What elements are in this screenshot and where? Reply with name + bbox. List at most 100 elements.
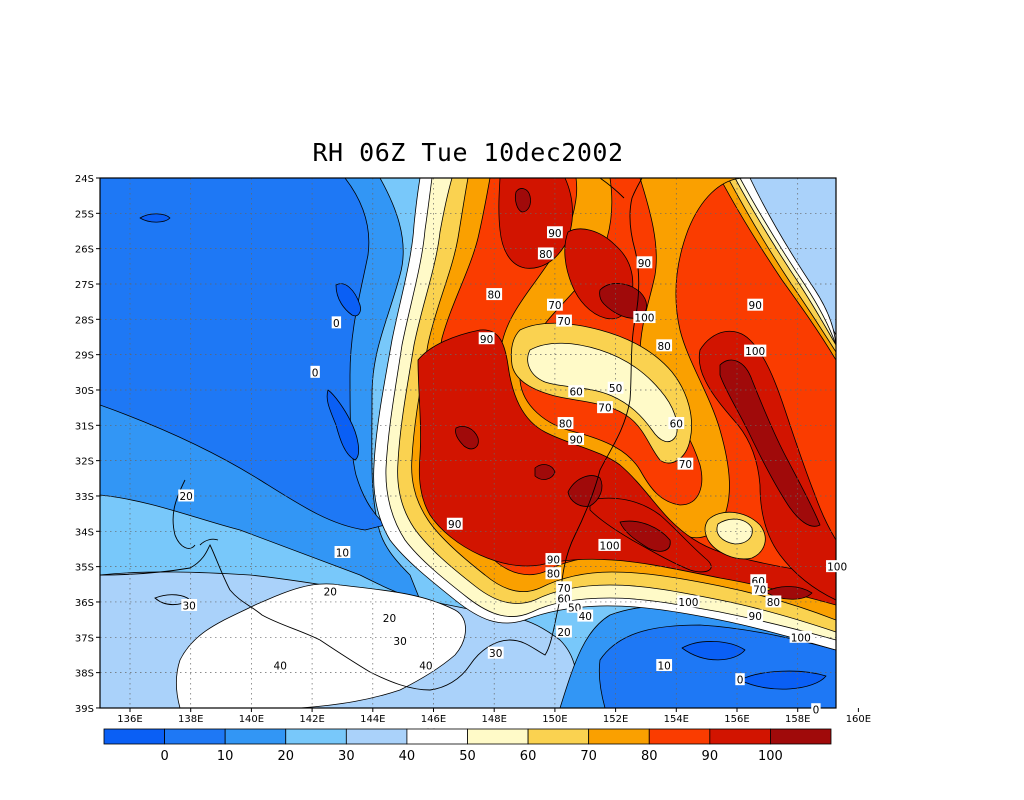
contour-label: 0	[811, 703, 821, 717]
contour-label-bg	[598, 538, 621, 551]
contour-label-bg	[310, 365, 320, 378]
contour-label: 30	[392, 634, 409, 648]
contour-label: 50	[607, 381, 624, 395]
lat-tick-label: 32S	[75, 457, 94, 468]
contour-label-bg	[331, 316, 342, 329]
contour-label-bg	[568, 432, 585, 445]
colorbar-swatch	[406, 728, 468, 745]
contour-label-text: 70	[679, 459, 692, 471]
contour-label: 60	[668, 417, 685, 431]
contour-label: 70	[597, 401, 613, 415]
contour-label-bg	[272, 659, 289, 672]
band-below-0-southeast	[739, 670, 827, 690]
colorbar-swatch	[224, 728, 287, 745]
lon-tick-label: 150E	[542, 714, 567, 725]
colorbar-label: 20	[277, 749, 294, 764]
lon-tick-label: 148E	[481, 714, 506, 725]
longitude-axis: 136E 138E 140E 142E 144E 146E 148E 150E 152E 154E…	[117, 708, 871, 725]
contour-label-bg	[418, 659, 434, 672]
contour-label-text: 90	[749, 300, 762, 312]
contour-label-text: 20	[557, 627, 570, 639]
contour-label-text: 70	[753, 585, 766, 597]
lon-tick-label: 136E	[117, 714, 142, 725]
lat-tick-label: 28S	[75, 315, 94, 326]
contour-label: 40	[418, 659, 434, 673]
contour-label-bg	[181, 598, 198, 611]
contour-label-bg	[178, 489, 195, 502]
contour-label-bg	[677, 457, 694, 470]
lat-tick-label: 30S	[75, 386, 94, 397]
colorbar-swatch	[527, 728, 590, 745]
contour-label-text: 50	[609, 383, 622, 395]
contour-label-text: 20	[383, 613, 396, 625]
contour-label: 10	[334, 545, 351, 559]
contour-label-bg	[486, 288, 503, 301]
contour-label-bg	[677, 595, 700, 608]
contour-label-text: 0	[813, 705, 820, 717]
contour-label: 70	[677, 457, 694, 471]
colorbar-swatch	[709, 728, 771, 745]
band-above-100	[455, 426, 479, 450]
contour-label-bg	[568, 385, 585, 398]
contour-label: 100	[633, 311, 656, 325]
contour-label-text: 90	[547, 555, 560, 567]
lat-tick-label: 38S	[75, 669, 94, 680]
colorbar-swatch	[164, 728, 226, 745]
contour-label: 20	[178, 489, 195, 503]
colorbar-label: 50	[459, 749, 476, 764]
lon-tick-label: 158E	[785, 714, 810, 725]
contour-label-text: 60	[670, 419, 683, 431]
contour-label: 30	[487, 646, 504, 660]
lat-tick-label: 33S	[75, 492, 94, 503]
contour-label: 100	[677, 595, 700, 609]
contour-label-text: 90	[749, 611, 762, 623]
contour-label-text: 90	[569, 434, 582, 446]
contour-label: 90	[478, 332, 495, 346]
colorbar-label: 40	[399, 749, 416, 764]
colorbar-swatch	[588, 728, 650, 745]
band-above-100	[567, 475, 603, 507]
contour-label: 80	[537, 247, 554, 261]
contour-label-bg	[747, 609, 764, 622]
colorbar-swatch	[648, 728, 711, 745]
graticule	[100, 178, 836, 708]
contour-label-text: 80	[547, 569, 560, 581]
contour-label-bg	[392, 634, 409, 647]
contour-label: 70	[556, 314, 572, 328]
contour-label-text: 20	[179, 491, 192, 503]
contour-label-text: 80	[539, 249, 552, 261]
colorbar-label: 60	[520, 749, 537, 764]
contour-label-bg	[747, 298, 764, 311]
contour-label-text: 100	[678, 597, 698, 609]
lat-tick-label: 34S	[75, 527, 94, 538]
contour-label: 10	[656, 659, 673, 673]
contour-label-text: 70	[598, 403, 611, 415]
contour-label: 80	[656, 339, 673, 353]
contour-label: 70	[751, 583, 768, 597]
contour-label-text: 90	[480, 334, 493, 346]
contour-label: 90	[747, 298, 764, 312]
lon-tick-label: 144E	[360, 714, 385, 725]
lat-tick-label: 36S	[75, 598, 94, 609]
band-0-10	[100, 178, 386, 531]
lat-tick-label: 39S	[75, 704, 94, 715]
contour-label: 20	[322, 584, 339, 598]
contour-label-bg	[545, 567, 562, 580]
contour-label-text: 60	[569, 387, 582, 399]
colorbar-label: 30	[338, 749, 355, 764]
contour-label-text: 100	[791, 632, 811, 644]
colorbar-swatch	[103, 728, 165, 745]
contour-label-bg	[547, 226, 563, 239]
contour-label: 70	[556, 581, 572, 595]
lon-tick-label: 160E	[846, 714, 871, 725]
contour-label-bg	[668, 417, 685, 430]
contour-label-text: 100	[600, 540, 620, 552]
contour-label: 80	[486, 288, 503, 302]
colorbar-label: 80	[641, 749, 658, 764]
contour-label-bg	[735, 673, 745, 686]
lat-tick-label: 29S	[75, 351, 94, 362]
colorbar-swatch	[770, 728, 832, 745]
contour-label-bg	[744, 344, 767, 357]
colorbar-label: 70	[580, 749, 597, 764]
lat-tick-label: 31S	[75, 421, 94, 432]
